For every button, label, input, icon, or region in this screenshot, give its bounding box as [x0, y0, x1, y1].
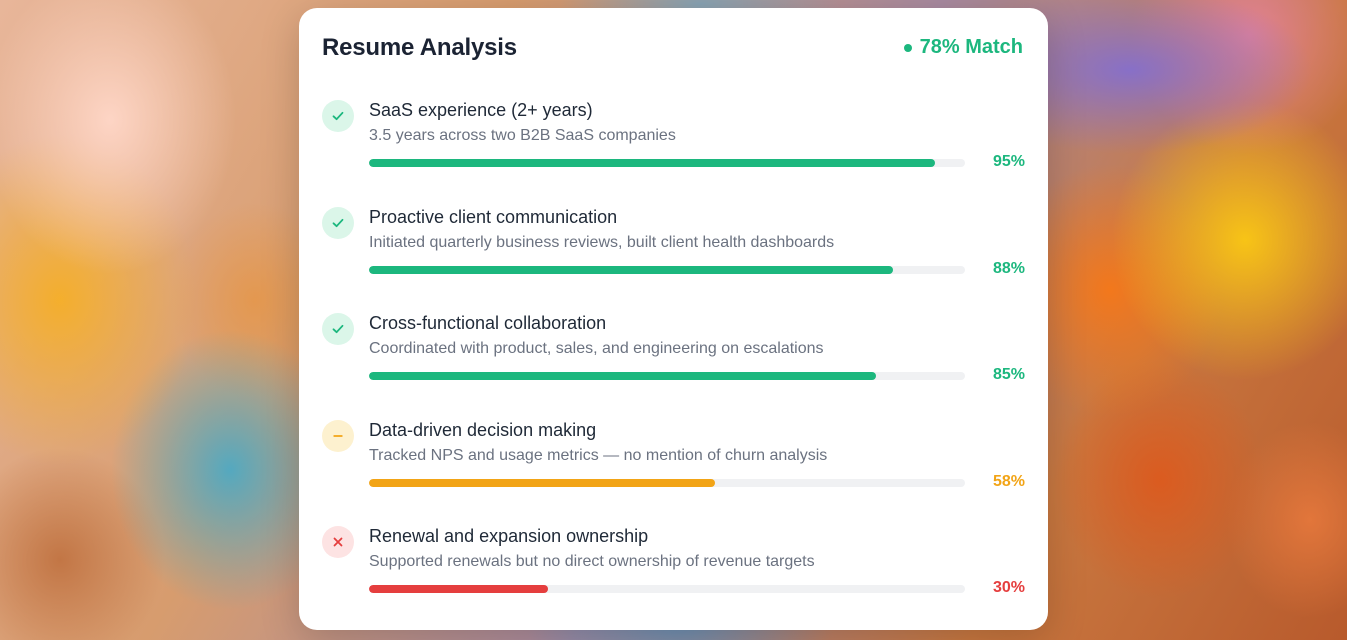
score-bar-fill: [369, 266, 894, 274]
score-percent: 95%: [992, 153, 1025, 170]
criteria-title: Proactive client communication: [369, 207, 618, 227]
match-score-badge: 78% Match: [903, 36, 1023, 59]
close-icon: [322, 526, 354, 558]
resume-analysis-card: Resume Analysis 78% Match SaaS experienc…: [299, 8, 1048, 630]
match-score-label: 78% Match: [919, 36, 1023, 58]
check-icon: [322, 207, 354, 239]
criteria-item: Proactive client communication Initiated…: [322, 205, 1025, 291]
criteria-description: Coordinated with product, sales, and eng…: [369, 340, 824, 357]
criteria-title: Cross-functional collaboration: [369, 313, 607, 333]
criteria-title: Data-driven decision making: [369, 420, 597, 440]
score-percent: 30%: [992, 579, 1025, 596]
card-header: Resume Analysis 78% Match: [322, 34, 1023, 66]
criteria-description: 3.5 years across two B2B SaaS companies: [369, 127, 676, 144]
score-bar-fill: [369, 585, 548, 593]
score-bar-track: [369, 585, 965, 593]
score-bar-fill: [369, 479, 715, 487]
criteria-item: Renewal and expansion ownership Supporte…: [322, 524, 1025, 610]
score-percent: 85%: [992, 366, 1025, 383]
criteria-item: Data-driven decision making Tracked NPS …: [322, 418, 1025, 504]
score-bar-track: [369, 159, 965, 167]
score-percent: 88%: [992, 260, 1025, 277]
criteria-item: SaaS experience (2+ years) 3.5 years acr…: [322, 98, 1025, 184]
criteria-description: Supported renewals but no direct ownersh…: [369, 553, 815, 570]
criteria-title: Renewal and expansion ownership: [369, 526, 649, 546]
check-icon: [322, 100, 354, 132]
criteria-title: SaaS experience (2+ years): [369, 100, 593, 120]
score-bar-fill: [369, 159, 936, 167]
minus-icon: [322, 420, 354, 452]
status-dot-icon: [903, 43, 912, 52]
score-bar-track: [369, 479, 965, 487]
check-icon: [322, 313, 354, 345]
score-bar-fill: [369, 372, 876, 380]
score-bar-track: [369, 372, 965, 380]
score-bar-track: [369, 266, 965, 274]
score-percent: 58%: [992, 473, 1025, 490]
criteria-item: Cross-functional collaboration Coordinat…: [322, 311, 1025, 397]
criteria-description: Initiated quarterly business reviews, bu…: [369, 234, 835, 251]
criteria-description: Tracked NPS and usage metrics — no menti…: [369, 447, 828, 464]
card-title: Resume Analysis: [322, 34, 517, 61]
